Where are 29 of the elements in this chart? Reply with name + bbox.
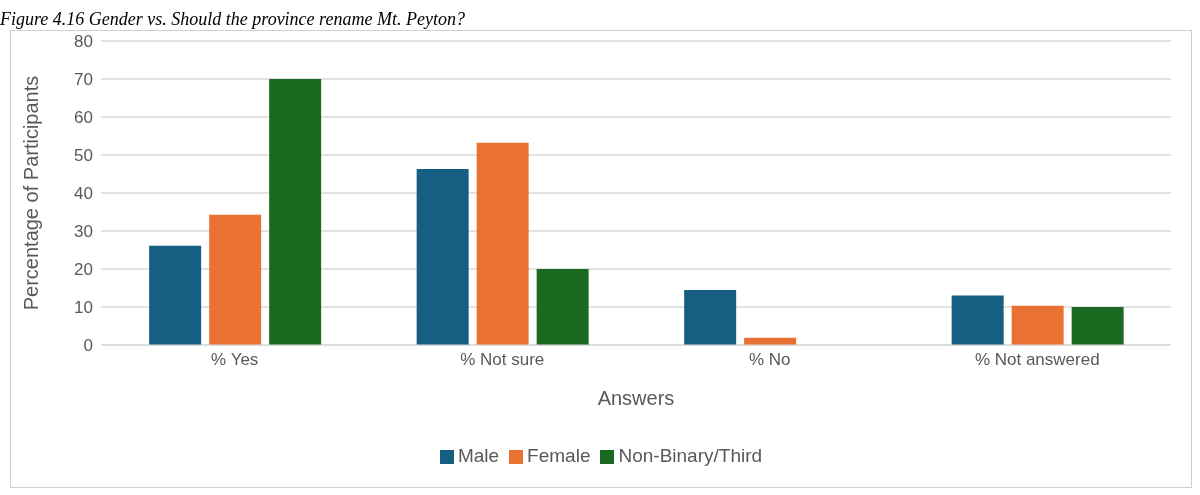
legend-label: Non-Binary/Third [618,445,763,466]
bar [416,169,469,345]
y-tick-label: 60 [74,108,93,128]
x-axis-title: Answers [597,387,675,409]
legend-label: Male [457,445,500,466]
bar [536,269,589,345]
y-axis-title: Percentage of Participants [20,75,43,311]
bar [476,142,529,345]
chart-title: Figure 4.16 Gender vs. Should the province rename Mt. Peyton? [0,8,466,30]
y-tick-label: 70 [74,70,93,90]
bar [951,295,1004,345]
y-tick-label: 40 [74,184,93,204]
y-tick-label: 80 [74,32,93,52]
y-tick-label: 20 [74,260,93,280]
bar [684,289,737,345]
y-tick-label: 30 [74,222,93,242]
bar [1011,305,1064,345]
legend-label: Female [527,445,591,466]
bar [269,79,322,345]
bar [209,214,262,345]
x-tick-label: % Not answered [974,350,1100,370]
y-tick-label: 0 [83,336,93,356]
y-tick-label: 10 [74,298,93,318]
bar [1071,307,1124,345]
x-tick-label: % Yes [211,350,259,370]
bar [149,245,202,345]
x-tick-label: % Not sure [460,350,545,370]
y-tick-label: 50 [74,146,93,166]
x-tick-label: % No [748,350,791,370]
